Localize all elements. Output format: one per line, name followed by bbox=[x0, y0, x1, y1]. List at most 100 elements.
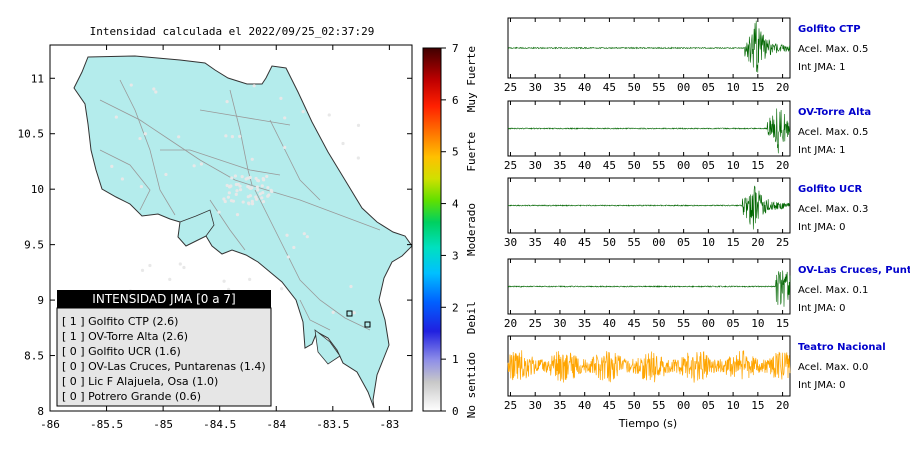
trace-tick-label: 45 bbox=[628, 317, 641, 330]
town-dot bbox=[265, 174, 269, 179]
legend-item: [ 0 ] Potrero Grande (0.6) bbox=[62, 390, 201, 403]
town-dot bbox=[225, 100, 229, 104]
town-dot bbox=[252, 84, 256, 88]
colorbar-tick-label: 3 bbox=[452, 249, 459, 262]
town-dot bbox=[305, 235, 309, 239]
trace-tick-label: 00 bbox=[677, 159, 690, 172]
town-dot bbox=[352, 311, 356, 315]
town-dot bbox=[152, 87, 156, 91]
town-dot bbox=[260, 196, 264, 200]
trace-tick-label: 50 bbox=[628, 159, 641, 172]
legend-item: [ 0 ] OV-Las Cruces, Puntarenas (1.4) bbox=[62, 360, 266, 373]
colorbar-class-label: No sentido bbox=[465, 352, 478, 418]
colorbar-gradient bbox=[422, 47, 442, 412]
town-dot bbox=[223, 199, 227, 204]
town-dot bbox=[164, 172, 168, 177]
trace-tick-label: 20 bbox=[776, 159, 789, 172]
town-dot bbox=[356, 123, 361, 127]
trace-tick-label: 10 bbox=[726, 159, 739, 172]
map-x-tick-label: -83 bbox=[379, 418, 399, 431]
osa-peninsula bbox=[314, 329, 341, 365]
trace-panel: 20 25 30 35 40 45 50 55 00 05 10 15 OV-Las Cruces, P… bbox=[504, 258, 910, 330]
trace-tick-label: 20 bbox=[776, 399, 789, 412]
legend-item: [ 1 ] OV-Torre Alta (2.6) bbox=[62, 330, 188, 343]
trace-tick-label: 55 bbox=[652, 399, 665, 412]
trace-tick-label: 10 bbox=[702, 236, 715, 249]
town-dot bbox=[230, 135, 234, 139]
station-marker-torre-alta bbox=[364, 321, 371, 328]
town-dot bbox=[225, 183, 229, 188]
town-dot bbox=[224, 134, 228, 138]
legend-body bbox=[56, 307, 272, 407]
trace-tick-label: 05 bbox=[677, 236, 690, 249]
town-dot bbox=[285, 233, 289, 237]
station-intensity: Int JMA: 0 bbox=[798, 380, 846, 391]
colorbar-tick-label: 1 bbox=[452, 353, 459, 366]
trace-tick-label: 25 bbox=[529, 317, 542, 330]
trace-tick-label: 05 bbox=[702, 81, 715, 94]
town-dot bbox=[356, 156, 360, 160]
map-title: Intensidad calculada el 2022/09/25_02:37… bbox=[90, 25, 375, 38]
town-dot bbox=[177, 135, 181, 139]
colorbar-tick-label: 4 bbox=[452, 198, 459, 211]
colorbar-class-label: Debil bbox=[465, 301, 478, 334]
town-dot bbox=[331, 310, 335, 315]
town-dot bbox=[231, 199, 236, 203]
town-dot bbox=[269, 188, 273, 193]
time-axis-label: Tiempo (s) bbox=[618, 417, 677, 430]
town-dot bbox=[283, 116, 287, 120]
map-frame bbox=[49, 44, 413, 412]
trace-tick-label: 15 bbox=[751, 399, 764, 412]
trace-tick-label: 55 bbox=[652, 81, 665, 94]
colorbar-tick-label: 2 bbox=[452, 301, 459, 314]
town-dot bbox=[235, 212, 240, 217]
trace-tick-label: 30 bbox=[529, 81, 542, 94]
town-dot bbox=[234, 182, 238, 187]
trace-tick-label: 40 bbox=[603, 317, 616, 330]
trace-tick-label: 20 bbox=[504, 317, 517, 330]
seismogram-traces: 25 30 35 40 45 50 55 00 05 10 15 20 Golfito CTP Acel.… bbox=[504, 17, 910, 412]
map-y-tick-label: 8.5 bbox=[24, 350, 44, 363]
town-dot bbox=[248, 175, 252, 180]
trace-tick-label: 55 bbox=[652, 159, 665, 172]
trace-tick-label: 50 bbox=[652, 317, 665, 330]
town-dot bbox=[261, 200, 266, 204]
trace-tick-label: 15 bbox=[776, 317, 789, 330]
town-dot bbox=[182, 265, 186, 270]
trace-panel: 25 30 35 40 45 50 55 00 05 10 15 20 OV-Torre Alta Ace… bbox=[504, 100, 871, 172]
map-x-axis: -86 -85.5 -85 -84.5 -84 -83.5 -83 bbox=[40, 45, 399, 431]
town-dot bbox=[302, 232, 306, 236]
town-dot bbox=[301, 110, 305, 114]
town-dot bbox=[226, 195, 230, 199]
map-x-tick-label: -85 bbox=[153, 418, 173, 431]
town-dot bbox=[110, 164, 114, 168]
map-y-tick-label: 10 bbox=[31, 183, 44, 196]
town-dot bbox=[240, 175, 244, 179]
trace-tick-label: 20 bbox=[776, 81, 789, 94]
colorbar-tick-label: 5 bbox=[452, 146, 459, 159]
trace-tick-label: 15 bbox=[751, 81, 764, 94]
town-dot bbox=[327, 113, 331, 117]
trace-tick-label: 00 bbox=[702, 317, 715, 330]
town-dot bbox=[148, 263, 152, 268]
town-dot bbox=[178, 262, 182, 266]
map-y-tick-label: 9.5 bbox=[24, 239, 44, 252]
town-dot bbox=[256, 179, 261, 183]
town-dot bbox=[234, 192, 238, 197]
trace-tick-label: 10 bbox=[726, 399, 739, 412]
map-y-tick-label: 8 bbox=[37, 405, 44, 418]
station-accel: Acel. Max. 0.1 bbox=[798, 285, 868, 296]
trace-tick-label: 10 bbox=[751, 317, 764, 330]
town-dot bbox=[286, 255, 290, 259]
station-name: Golfito UCR bbox=[798, 184, 863, 195]
town-dot bbox=[280, 287, 284, 291]
town-dot bbox=[255, 185, 259, 189]
trace-tick-label: 50 bbox=[628, 81, 641, 94]
town-dot bbox=[120, 177, 124, 181]
trace-tick-label: 30 bbox=[529, 399, 542, 412]
map-x-tick-label: -85.5 bbox=[90, 418, 123, 431]
town-dot bbox=[279, 96, 283, 100]
trace-tick-label: 25 bbox=[776, 236, 789, 249]
